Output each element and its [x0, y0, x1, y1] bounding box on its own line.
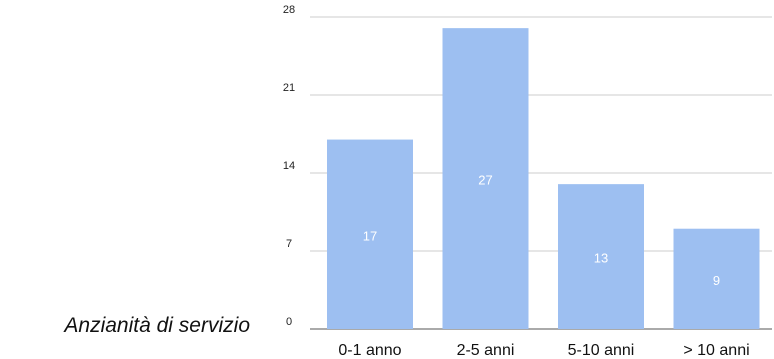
x-axis-categories: 0-1 anno 2-5 anni 5-10 anni > 10 anni [338, 342, 749, 359]
y-tick-label: 14 [283, 160, 295, 172]
chart-title: Anzianità di servizio [64, 314, 250, 337]
x-category-label: 2-5 anni [457, 342, 515, 359]
bar [673, 228, 760, 329]
bars [327, 28, 760, 330]
data-labels: 17 27 13 9 [363, 173, 720, 288]
x-category-label: 0-1 anno [338, 342, 401, 359]
y-tick-label: 28 [283, 4, 295, 16]
x-category-label: 5-10 anni [568, 342, 635, 359]
bar [558, 184, 644, 329]
y-tick-label: 0 [286, 316, 292, 328]
bar [442, 28, 529, 330]
y-axis-ticks: 0 7 14 21 28 [283, 4, 295, 328]
data-label: 27 [478, 173, 492, 188]
data-label: 13 [594, 251, 608, 266]
x-category-label: > 10 anni [683, 342, 749, 359]
y-tick-label: 21 [283, 82, 295, 94]
bar [327, 139, 413, 329]
data-label: 9 [713, 273, 720, 288]
y-tick-label: 7 [286, 238, 292, 250]
data-label: 17 [363, 228, 377, 243]
